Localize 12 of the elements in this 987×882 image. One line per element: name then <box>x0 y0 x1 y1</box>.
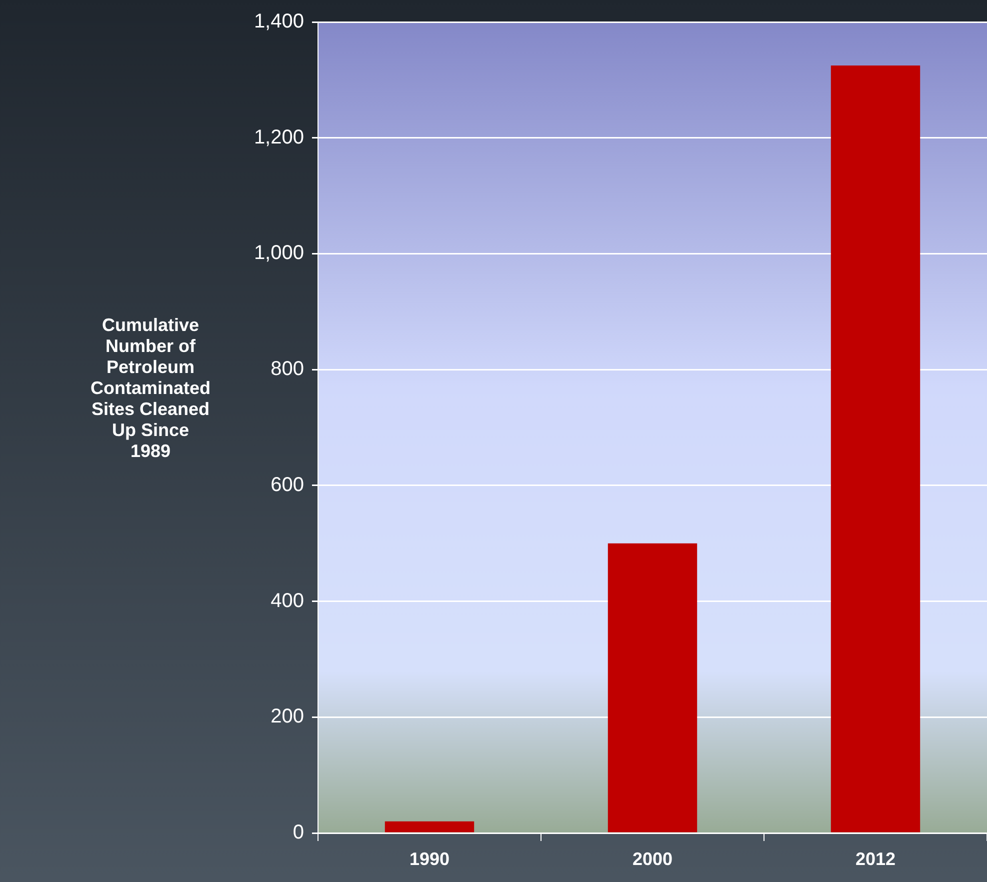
x-tick-label: 2012 <box>855 848 896 869</box>
x-tick-label: 1990 <box>409 848 450 869</box>
y-tick-label: 1,000 <box>254 242 304 264</box>
y-tick-label: 400 <box>270 590 304 612</box>
y-axis-title: Cumulative Number of Petroleum Contaminated Sites Cleaned Up Since 1989 <box>90 315 211 462</box>
y-tick-label: 200 <box>270 706 304 728</box>
y-tick-label: 1,200 <box>254 126 304 148</box>
y-tick-label: 0 <box>292 822 304 844</box>
y-tick-label: 1,400 <box>254 10 304 33</box>
x-tick-label: 2000 <box>632 848 673 869</box>
y-tick-label: 600 <box>270 474 304 496</box>
y-tick-label: 800 <box>270 358 304 380</box>
